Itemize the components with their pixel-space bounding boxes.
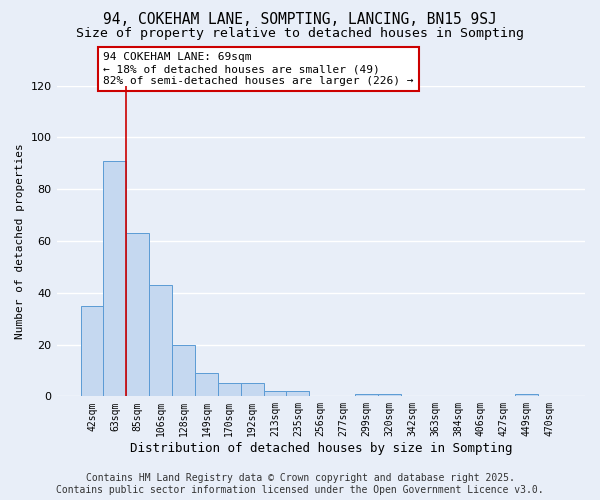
Text: 94 COKEHAM LANE: 69sqm
← 18% of detached houses are smaller (49)
82% of semi-det: 94 COKEHAM LANE: 69sqm ← 18% of detached… <box>103 52 414 86</box>
X-axis label: Distribution of detached houses by size in Sompting: Distribution of detached houses by size … <box>130 442 512 455</box>
Bar <box>355 394 378 396</box>
Text: Contains HM Land Registry data © Crown copyright and database right 2025.
Contai: Contains HM Land Registry data © Crown c… <box>56 474 544 495</box>
Bar <box>195 373 218 396</box>
Bar <box>515 394 538 396</box>
Bar <box>127 234 149 396</box>
Text: Size of property relative to detached houses in Sompting: Size of property relative to detached ho… <box>76 28 524 40</box>
Bar <box>80 306 103 396</box>
Text: 94, COKEHAM LANE, SOMPTING, LANCING, BN15 9SJ: 94, COKEHAM LANE, SOMPTING, LANCING, BN1… <box>103 12 497 28</box>
Bar <box>103 161 127 396</box>
Bar <box>378 394 401 396</box>
Bar <box>263 391 286 396</box>
Bar <box>286 391 310 396</box>
Y-axis label: Number of detached properties: Number of detached properties <box>15 143 25 339</box>
Bar <box>149 285 172 397</box>
Bar <box>172 344 195 397</box>
Bar <box>218 384 241 396</box>
Bar <box>241 384 263 396</box>
